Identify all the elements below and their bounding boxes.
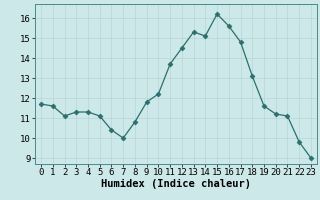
- X-axis label: Humidex (Indice chaleur): Humidex (Indice chaleur): [101, 179, 251, 189]
